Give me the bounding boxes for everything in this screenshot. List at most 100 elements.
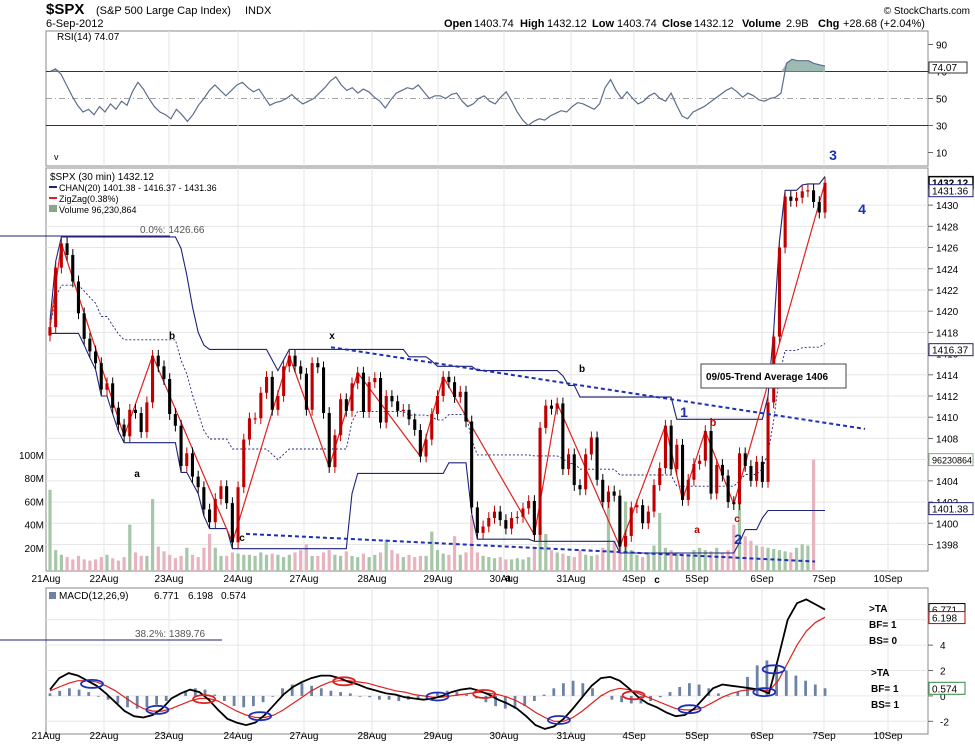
volume-bar xyxy=(310,555,314,571)
candle-body xyxy=(208,509,212,523)
volume-bar xyxy=(185,547,189,571)
macd-hist-bar xyxy=(562,683,565,696)
x-tick-label: 22Aug xyxy=(90,574,119,585)
macd-hist-bar xyxy=(223,695,226,701)
macd-hist-bar xyxy=(494,695,497,707)
candle-body xyxy=(310,363,314,410)
candle-body xyxy=(139,413,143,433)
candle-body xyxy=(367,382,371,412)
candle-body xyxy=(549,405,553,409)
chg-value: +28.68 (+2.04%) xyxy=(843,18,925,30)
candle-body xyxy=(71,255,75,282)
price-bars xyxy=(48,177,827,553)
macd-hist-bar xyxy=(77,689,81,696)
candle-body xyxy=(624,536,628,547)
volume-bar xyxy=(760,546,764,571)
volume-bar xyxy=(441,553,445,571)
volume-bar xyxy=(766,547,770,571)
candle-body xyxy=(578,485,582,490)
candle-body xyxy=(373,378,377,383)
macd-hist-bar xyxy=(658,695,662,698)
macd-right-label: 6.198 xyxy=(932,614,957,625)
x-axis-labels-macd: 21Aug 22Aug 23Aug 24Aug 27Aug 28Aug 29Aug 30Aug… xyxy=(32,731,903,742)
candle-body xyxy=(156,355,160,367)
candle-body xyxy=(561,403,565,470)
candle-body xyxy=(185,453,189,466)
macd-hist-bar xyxy=(319,688,323,696)
volume-bar xyxy=(720,552,724,571)
candle-body xyxy=(190,453,194,477)
price-tick-label: 1408 xyxy=(936,434,959,445)
candle-body xyxy=(379,378,383,423)
macd-hist-bar xyxy=(697,684,701,696)
macd-hist-bar xyxy=(184,690,187,696)
x-tick-label: 6Sep xyxy=(750,574,774,585)
macd-hist-bar xyxy=(533,695,536,701)
candle-body xyxy=(401,409,405,411)
x-tick-label: 30Aug xyxy=(490,574,519,585)
volume-bar xyxy=(481,555,485,571)
volume-bar xyxy=(264,554,269,571)
macd-bearish-cross xyxy=(621,690,646,701)
macd-title: MACD(12,26,9) 6.771 6.198 0.574 xyxy=(49,591,246,602)
rsi-current-box xyxy=(928,61,968,74)
macd-bullish-cross xyxy=(80,679,104,689)
candle-body xyxy=(658,468,662,486)
macd-hist-bar xyxy=(552,688,556,696)
trend-annotation-text: 09/05-Trend Average 1406 xyxy=(706,372,829,383)
volume-tick-label: 40M xyxy=(25,521,44,532)
volume-bar xyxy=(555,552,559,571)
macd-bearish-cross xyxy=(192,694,217,704)
candle-body xyxy=(293,355,297,367)
volume-bar xyxy=(453,536,457,571)
volume-bar xyxy=(589,555,593,571)
volume-bar xyxy=(703,550,707,571)
rsi-grid xyxy=(46,31,928,166)
symbol-title: $SPX xyxy=(46,1,84,18)
volume-bar xyxy=(54,550,58,571)
volume-bar xyxy=(59,554,63,571)
volume-bar xyxy=(567,555,571,571)
volume-bar xyxy=(407,554,411,571)
macd-hist-bar xyxy=(97,695,100,697)
volume-bar xyxy=(532,547,536,571)
price-panel-frame xyxy=(45,167,929,572)
volume-bar xyxy=(71,559,75,571)
macd-title-signal: 6.198 xyxy=(188,591,213,602)
candle-body xyxy=(800,191,804,198)
volume-bar xyxy=(612,540,616,571)
x-tick-label: 31Aug xyxy=(557,731,586,742)
candle-body xyxy=(202,487,206,510)
volume-bar xyxy=(111,558,115,571)
volume-bar xyxy=(196,557,200,571)
candle-body xyxy=(715,464,719,494)
wave-label: c xyxy=(734,514,740,525)
legend-volume: Volume 96,230,864 xyxy=(59,205,137,215)
candle-body xyxy=(789,196,793,201)
price-tick-label: 1422 xyxy=(936,286,959,297)
volume-bar xyxy=(88,560,92,571)
candle-body xyxy=(111,383,115,408)
open-label: Open xyxy=(444,18,472,30)
candle-body xyxy=(82,313,86,339)
macd-right-label-box xyxy=(928,681,966,695)
candle-body xyxy=(652,485,656,512)
price-axis: 1398140014021404140614081410141214141416… xyxy=(928,201,959,551)
candle-body xyxy=(709,431,713,494)
volume-bar xyxy=(230,552,234,571)
legend-swatch-volume xyxy=(49,205,57,212)
macd-hist-bar xyxy=(106,695,110,700)
volume-label: Volume xyxy=(742,18,781,30)
x-tick-label: 28Aug xyxy=(358,731,387,742)
candle-body xyxy=(669,425,673,470)
volume-tick-label: 20M xyxy=(25,544,44,555)
macd-hist-bar xyxy=(765,660,769,696)
volume-bar xyxy=(635,554,639,571)
candle-body xyxy=(567,454,571,470)
macd-hist-bar xyxy=(281,688,284,696)
wave-label: b xyxy=(710,417,717,429)
candle-body xyxy=(413,419,417,430)
volume-bar xyxy=(287,554,291,571)
